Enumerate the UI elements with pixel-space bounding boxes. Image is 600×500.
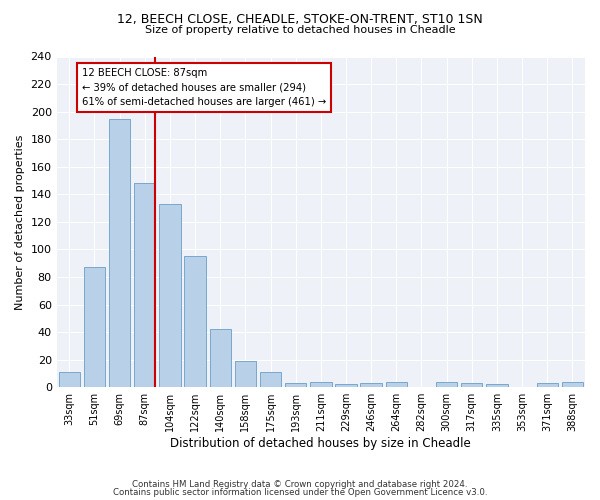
Bar — [386, 382, 407, 387]
Bar — [310, 382, 332, 387]
Bar — [134, 184, 155, 387]
Bar — [84, 268, 105, 387]
Bar — [235, 361, 256, 387]
Bar — [59, 372, 80, 387]
Bar — [461, 383, 482, 387]
Bar — [562, 382, 583, 387]
Bar — [361, 383, 382, 387]
Bar — [159, 204, 181, 387]
Bar — [209, 330, 231, 387]
Text: Contains HM Land Registry data © Crown copyright and database right 2024.: Contains HM Land Registry data © Crown c… — [132, 480, 468, 489]
Bar — [536, 383, 558, 387]
Bar — [109, 118, 130, 387]
Text: Contains public sector information licensed under the Open Government Licence v3: Contains public sector information licen… — [113, 488, 487, 497]
X-axis label: Distribution of detached houses by size in Cheadle: Distribution of detached houses by size … — [170, 437, 471, 450]
Text: Size of property relative to detached houses in Cheadle: Size of property relative to detached ho… — [145, 25, 455, 35]
Bar — [285, 383, 307, 387]
Bar — [184, 256, 206, 387]
Y-axis label: Number of detached properties: Number of detached properties — [15, 134, 25, 310]
Bar — [436, 382, 457, 387]
Text: 12 BEECH CLOSE: 87sqm
← 39% of detached houses are smaller (294)
61% of semi-det: 12 BEECH CLOSE: 87sqm ← 39% of detached … — [82, 68, 326, 107]
Bar — [335, 384, 356, 387]
Bar — [486, 384, 508, 387]
Text: 12, BEECH CLOSE, CHEADLE, STOKE-ON-TRENT, ST10 1SN: 12, BEECH CLOSE, CHEADLE, STOKE-ON-TRENT… — [117, 12, 483, 26]
Bar — [260, 372, 281, 387]
